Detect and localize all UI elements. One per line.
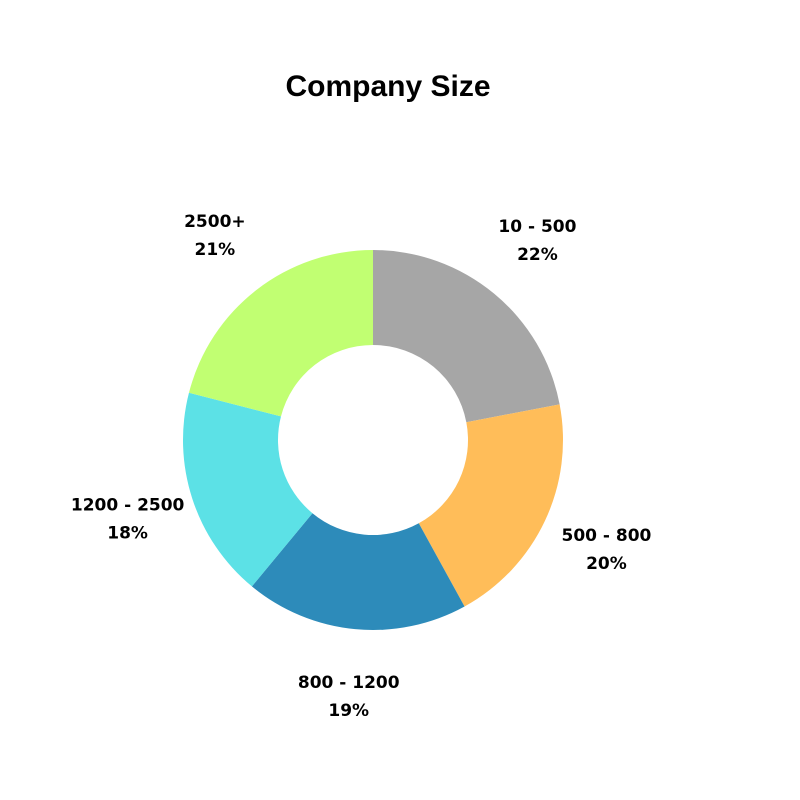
slice-value-label: 21% [195,240,236,260]
slice-value-label: 19% [328,701,369,721]
slice-label: 500 - 800 [562,526,652,546]
slice-label: 10 - 500 [498,217,576,237]
donut-slice [418,404,564,607]
slice-label: 800 - 1200 [298,673,400,693]
chart-title: Company Size [285,70,490,103]
donut-slice [373,250,560,423]
slice-value-label: 22% [517,245,558,265]
slice-label: 2500+ [184,212,246,232]
slice-value-label: 20% [586,554,627,574]
donut-slice [183,392,313,587]
slice-label: 1200 - 2500 [71,496,185,516]
donut-slice [251,513,465,631]
slice-value-label: 18% [107,524,148,544]
donut-slice [188,250,373,417]
